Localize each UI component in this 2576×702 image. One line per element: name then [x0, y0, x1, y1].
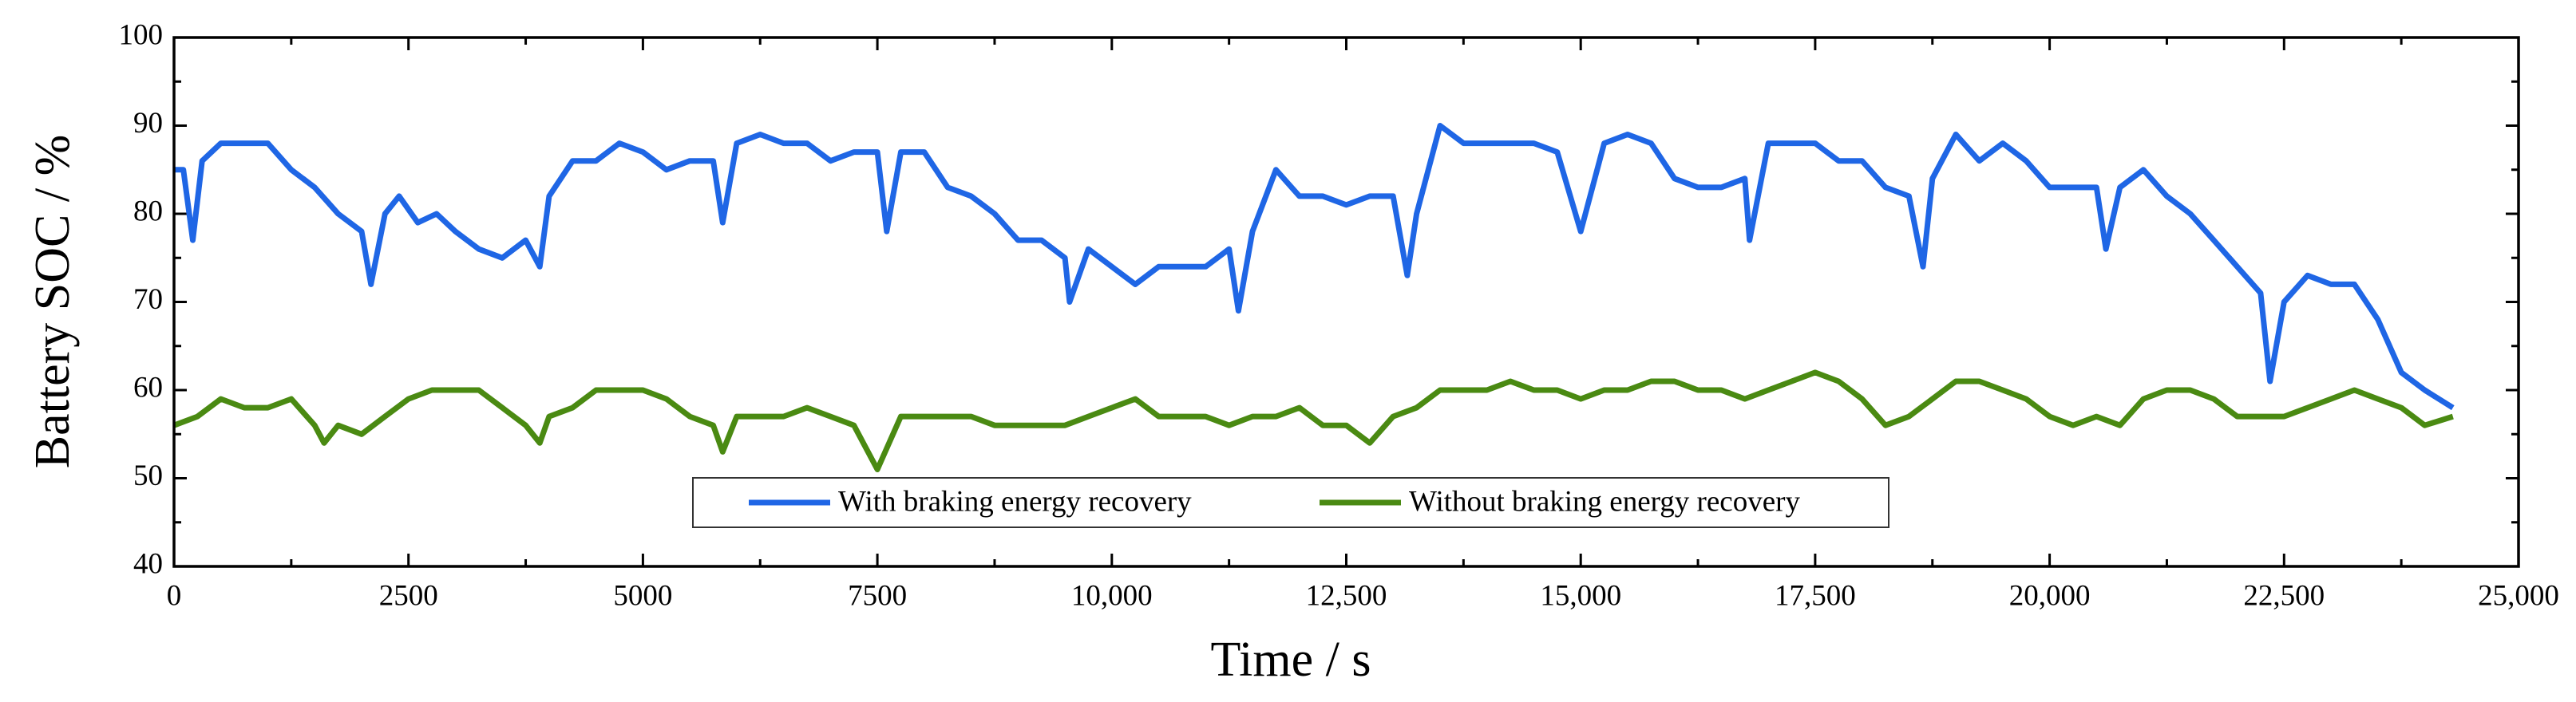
y-tick-label: 50 — [133, 459, 163, 492]
y-tick-label: 90 — [133, 107, 163, 140]
x-tick-label: 15,000 — [1540, 579, 1621, 612]
y-tick-label: 70 — [133, 283, 163, 316]
y-axis-label: Battery SOC / % — [26, 135, 80, 468]
x-axis-label: Time / s — [1210, 633, 1371, 687]
legend-box — [692, 477, 1889, 528]
x-tick-label: 7500 — [848, 579, 907, 612]
legend-label: With braking energy recovery — [838, 485, 1192, 518]
series-line — [172, 369, 2454, 472]
y-tick-label: 60 — [133, 371, 163, 404]
x-tick-label: 25,000 — [2478, 579, 2559, 612]
x-tick-label: 22,500 — [2243, 579, 2325, 612]
x-tick-label: 2500 — [379, 579, 438, 612]
y-tick-label: 100 — [119, 18, 164, 51]
x-tick-label: 5000 — [613, 579, 672, 612]
y-tick-label: 40 — [133, 547, 163, 580]
plot-frame — [172, 36, 2520, 568]
x-tick-label: 20,000 — [2009, 579, 2091, 612]
series-line — [174, 123, 2455, 411]
x-tick-label: 0 — [167, 579, 182, 612]
x-tick-label: 12,500 — [1306, 579, 1387, 612]
legend-label: Without braking energy recovery — [1409, 485, 1800, 518]
x-tick-label: 10,000 — [1071, 579, 1153, 612]
x-tick-label: 17,500 — [1775, 579, 1856, 612]
y-tick-label: 80 — [133, 195, 163, 227]
